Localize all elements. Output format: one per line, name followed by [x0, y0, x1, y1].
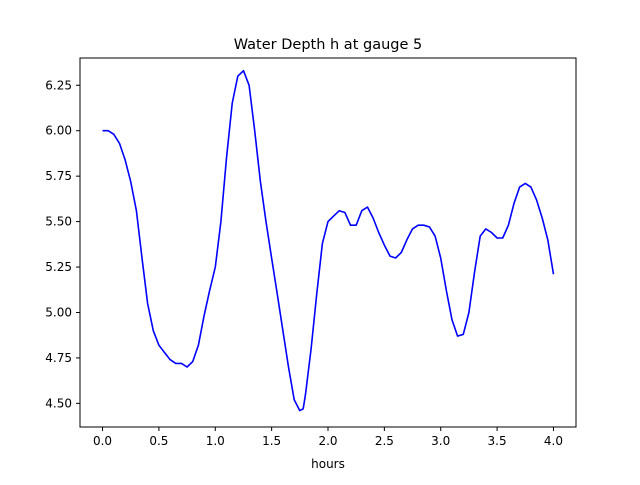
x-tick-label: 1.0	[206, 434, 225, 448]
x-tick-label: 2.0	[318, 434, 337, 448]
x-tick-label: 3.5	[488, 434, 507, 448]
y-tick-label: 6.00	[45, 124, 72, 138]
plot-area	[102, 69, 555, 412]
y-tick-label: 5.75	[45, 169, 72, 183]
x-tick-label: 3.0	[431, 434, 450, 448]
x-tick-label: 2.5	[375, 434, 394, 448]
y-tick-label: 5.25	[45, 260, 72, 274]
x-tick-label: 0.0	[93, 434, 112, 448]
plot-frame	[79, 57, 577, 428]
x-tick-label: 0.5	[149, 434, 168, 448]
y-axis: 4.50 4.75 5.00 5.25 5.50 5.75 6.00 6.25	[45, 78, 80, 410]
x-tick-label: 1.5	[262, 434, 281, 448]
x-axis: 0.0 0.5 1.0 1.5 2.0 2.5 3.0 3.5 4.0	[93, 427, 563, 448]
x-tick-label: 4.0	[544, 434, 563, 448]
y-tick-label: 4.50	[45, 396, 72, 410]
chart-title: Water Depth h at gauge 5	[234, 37, 422, 53]
y-tick-label: 6.25	[45, 78, 72, 92]
y-tick-label: 4.75	[45, 351, 72, 365]
y-tick-label: 5.00	[45, 305, 72, 319]
x-axis-label: hours	[311, 457, 345, 471]
y-tick-label: 5.50	[45, 215, 72, 229]
series-line-0	[102, 69, 555, 412]
